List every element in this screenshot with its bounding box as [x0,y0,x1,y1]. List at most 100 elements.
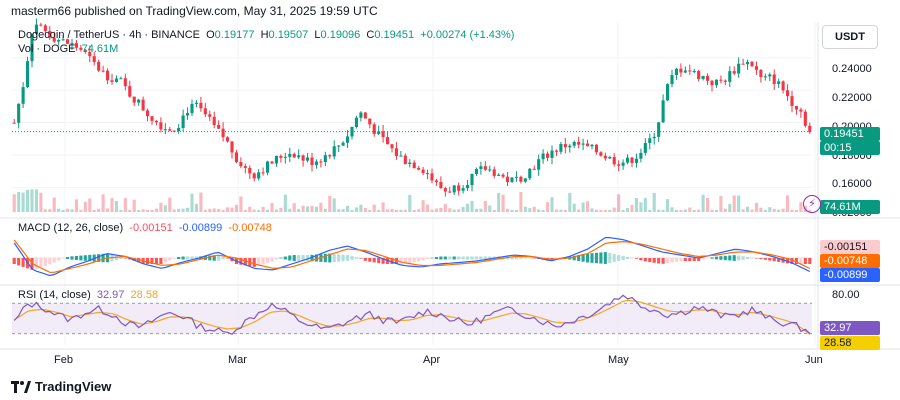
macd-histogram-bar [21,258,25,267]
macd-histogram-bar [777,258,781,262]
candle-body [710,80,714,86]
candle-body [541,153,545,160]
candle-body [146,110,150,117]
candle-body [399,155,403,157]
candle-body [466,185,470,189]
candle-body [252,173,256,179]
volume-bar [639,202,643,212]
candle-body [97,61,101,71]
macd-histogram-bar [679,258,683,261]
macd-histogram-bar [528,257,532,259]
candle-body [652,136,656,139]
rsi-tag: 32.97 [820,321,880,335]
low-label: L [314,29,321,41]
macd-histogram-bar [274,258,278,260]
macd-histogram-bar [288,255,292,261]
volume-bar [372,204,376,212]
macd-histogram-bar [252,258,256,267]
volume-bar [212,208,216,212]
macd-histogram-bar [323,253,327,263]
candle-body [732,71,736,74]
volume-bar [666,199,670,212]
volume-bar [26,189,30,212]
candle-body [666,84,670,101]
rsi-pane [12,294,812,336]
macd-histogram-bar [643,258,647,262]
volume-bar [790,209,794,212]
macd-histogram-bar [612,253,616,263]
volume-bar [603,209,607,212]
volume-bar [301,205,305,212]
rsi-axis-label: 80.00 [832,289,860,301]
candle-body [692,71,696,73]
macd-histogram-bar [803,258,807,264]
volume-bar [39,192,43,212]
macd-histogram-bar [479,256,483,260]
candle-body [426,173,430,175]
macd-histogram-bar [292,255,296,261]
candle-body [661,100,665,123]
currency-selector[interactable]: USDT [822,25,878,49]
macd-histogram-bar [737,255,741,261]
candle-body [30,33,34,62]
volume-bar [474,208,478,212]
macd-histogram-bar [146,258,150,264]
candle-body [88,52,92,57]
macd-histogram-bar [666,258,670,264]
volume-bar [52,197,56,212]
volume-bar [714,209,718,212]
candle-body [270,161,274,164]
macd-histogram-bar [217,255,221,261]
macd-histogram-bar [763,258,767,260]
candle-body [217,124,221,129]
macd-histogram-bar [488,256,492,260]
macd-histogram-bar [626,256,630,260]
macd-histogram-bar [337,254,341,262]
volume-bar [532,206,536,212]
volume-bar [12,194,16,212]
price-axis-label: 0.22000 [832,92,872,104]
rsi-title: RSI (14, close) [18,289,91,301]
macd-histogram-bar [670,258,674,263]
macd-histogram-bar [772,258,776,262]
volume-bar [328,195,332,212]
macd-histogram-bar [572,255,576,261]
volume-bar [288,208,292,212]
volume-bar [150,209,154,212]
volume-bar [221,209,225,212]
volume-bar [457,209,461,212]
candle-body [586,143,590,147]
candle-body [354,117,358,127]
tradingview-logo[interactable]: TradingView [11,379,111,394]
rsi-line [13,294,811,336]
candle-body [190,103,194,114]
macd-histogram-bar [523,257,527,259]
macd-histogram-bar [514,256,518,260]
candle-body [554,150,558,152]
candle-body [92,56,96,62]
macd-histogram-bar [474,256,478,260]
volume-bar [799,202,803,212]
lightning-icon[interactable]: ⚡ [803,195,821,213]
candle-body [492,169,496,176]
candle-body [230,141,234,153]
macd-histogram-bar [599,252,603,264]
volume-bar [332,198,336,212]
volume-bar [483,200,487,212]
candle-body [381,131,385,138]
macd-title: MACD (12, 26, close) [18,222,124,234]
volume-bar [43,209,47,212]
macd-histogram-bar [639,258,643,261]
candle-body [510,177,514,182]
macd-histogram-bar [172,258,176,259]
time-axis-label: Jun [805,354,823,366]
volume-bar [123,198,127,212]
macd-signal-line [13,239,811,273]
volume-bar [252,209,256,212]
price-tag: 0.19451 [820,127,880,141]
candle-body [181,115,185,128]
publisher-header: masterm66 published on TradingView.com, … [11,4,378,18]
macd-histogram-bar [719,256,723,260]
volume-bar [617,194,621,212]
volume-legend: Vol · DOGE 74.61M [18,43,118,55]
